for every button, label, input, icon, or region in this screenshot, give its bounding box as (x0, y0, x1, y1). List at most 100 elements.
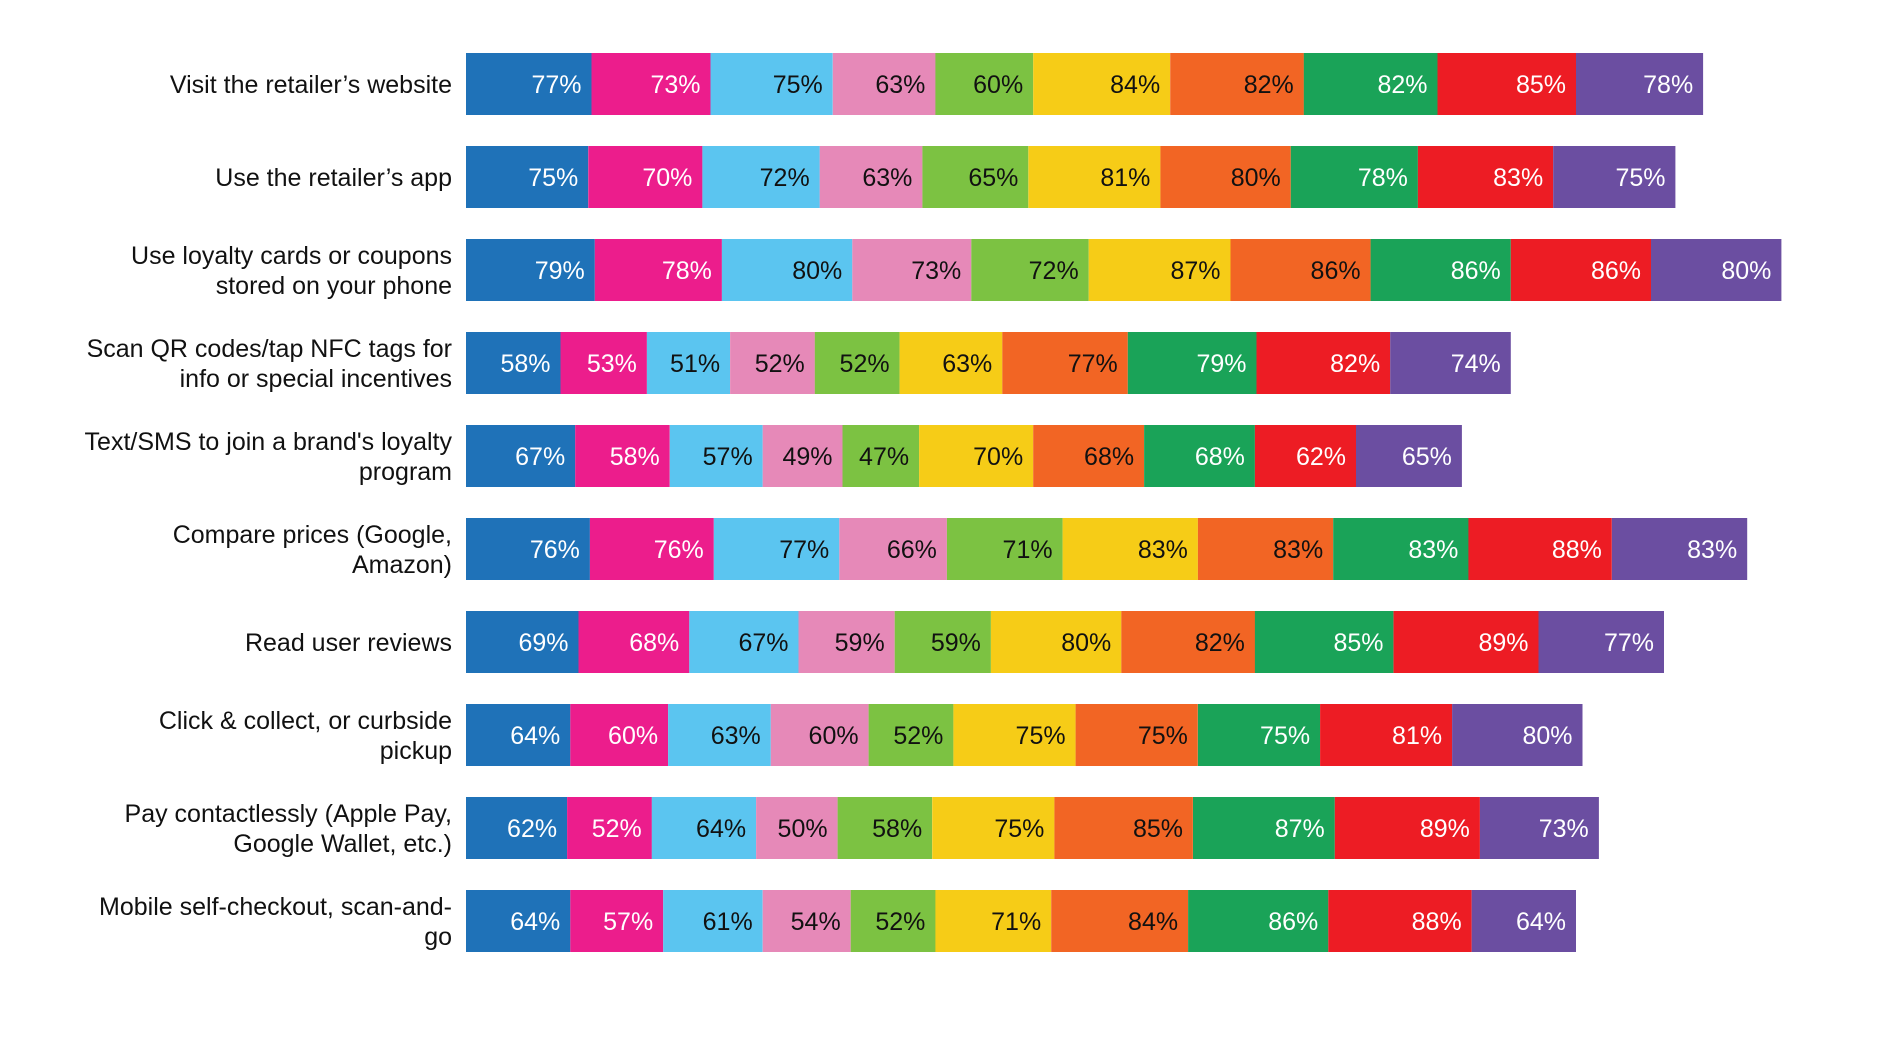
data-label: 84% (1128, 908, 1178, 936)
bar-segment (466, 890, 571, 952)
data-label: 58% (500, 350, 550, 378)
data-label: 89% (1478, 629, 1528, 657)
data-label: 50% (778, 815, 828, 843)
bar-segment (713, 518, 840, 580)
bar-segment (651, 797, 757, 859)
bar-segment (1197, 518, 1334, 580)
category-label: Compare prices (Google, Amazon) (173, 521, 452, 579)
data-label: 70% (973, 443, 1023, 471)
data-label: 80% (1721, 257, 1771, 285)
bar-segment (594, 239, 722, 301)
bar-row: 76% 76% 77% 66% 71% 83% 83% 83% 88% 83% (466, 518, 1748, 580)
bar-segment (466, 704, 571, 766)
data-label: 65% (1402, 443, 1452, 471)
bar-segment (730, 332, 815, 394)
data-label: 75% (1016, 722, 1066, 750)
category-label-line: Visit the retailer’s website (170, 71, 452, 99)
data-label: 75% (1138, 722, 1188, 750)
data-label: 83% (1138, 536, 1188, 564)
data-label: 68% (1195, 443, 1245, 471)
category-label-line: Google Wallet, etc.) (233, 830, 452, 858)
bar-segment (588, 146, 703, 208)
data-label: 77% (1068, 350, 1118, 378)
bar-segment (814, 332, 900, 394)
bar-segment (946, 518, 1063, 580)
data-label: 82% (1330, 350, 1380, 378)
bar-segment (466, 797, 568, 859)
bar-segment (798, 611, 895, 673)
data-label: 72% (1029, 257, 1079, 285)
data-label: 63% (711, 722, 761, 750)
data-label: 52% (592, 815, 642, 843)
bar-segment (832, 53, 936, 115)
bar-segment (466, 518, 590, 580)
category-label-line: program (359, 458, 452, 486)
bar-segment (466, 146, 589, 208)
data-label: 63% (875, 71, 925, 99)
bar-segment (570, 890, 664, 952)
bar-segment (1028, 146, 1161, 208)
data-label: 87% (1170, 257, 1220, 285)
bars-layer: 77% 73% 75% 63% 60% 84% 82% 82% 85% 78% 75% 70% 72% 6… (466, 53, 1782, 952)
data-label: 83% (1408, 536, 1458, 564)
data-label: 73% (650, 71, 700, 99)
data-label: 67% (515, 443, 565, 471)
data-label: 66% (887, 536, 937, 564)
bar-segment (578, 611, 690, 673)
data-label: 85% (1133, 815, 1183, 843)
bar-segment (1075, 704, 1198, 766)
data-label: 63% (942, 350, 992, 378)
data-label: 80% (1061, 629, 1111, 657)
bar-segment (1479, 797, 1599, 859)
bar-segment (668, 704, 771, 766)
category-label: Scan QR codes/tap NFC tags for info or sp… (87, 335, 452, 393)
bar-segment (1328, 890, 1472, 952)
bar-segment (894, 611, 991, 673)
data-label: 64% (1516, 908, 1566, 936)
bar-segment (663, 890, 763, 952)
bar-segment (1468, 518, 1612, 580)
data-label: 77% (779, 536, 829, 564)
data-label: 64% (696, 815, 746, 843)
data-label: 63% (862, 164, 912, 192)
bar-segment (466, 239, 595, 301)
category-label-line: Use the retailer’s app (215, 164, 452, 192)
data-label: 88% (1412, 908, 1462, 936)
data-label: 82% (1195, 629, 1245, 657)
data-label: 70% (642, 164, 692, 192)
bar-segment (850, 890, 936, 952)
bar-segment (1256, 332, 1391, 394)
data-label: 75% (1615, 164, 1665, 192)
bar-segment (646, 332, 730, 394)
category-label-line: Click & collect, or curbside (159, 707, 452, 735)
data-label: 59% (835, 629, 885, 657)
bar-segment (932, 797, 1055, 859)
bar-segment (591, 53, 711, 115)
bar-segment (721, 239, 853, 301)
bar-segment (1390, 332, 1511, 394)
data-label: 85% (1516, 71, 1566, 99)
data-label: 62% (507, 815, 557, 843)
data-label: 61% (703, 908, 753, 936)
bar-segment (560, 332, 647, 394)
data-label: 75% (528, 164, 578, 192)
bar-row: 58% 53% 51% 52% 52% 63% 77% 79% 82% 74% (466, 332, 1511, 394)
bar-segment (689, 611, 799, 673)
data-label: 75% (773, 71, 823, 99)
bar-segment (1254, 611, 1394, 673)
bar-segment (1193, 797, 1335, 859)
bar-segment (1197, 704, 1321, 766)
bar-segment (1334, 797, 1480, 859)
data-label: 57% (703, 443, 753, 471)
bar-segment (839, 518, 947, 580)
category-label-line: Mobile self-checkout, scan-and- (99, 893, 452, 921)
bar-row: 62% 52% 64% 50% 58% 75% 85% 87% 89% 73% (466, 797, 1599, 859)
bar-segment (1303, 53, 1438, 115)
bar-segment (762, 425, 843, 487)
bar-segment (669, 425, 763, 487)
data-label: 74% (1451, 350, 1501, 378)
bar-segment (1417, 146, 1554, 208)
bar-segment (1127, 332, 1257, 394)
data-label: 59% (931, 629, 981, 657)
bar-segment (1320, 704, 1453, 766)
